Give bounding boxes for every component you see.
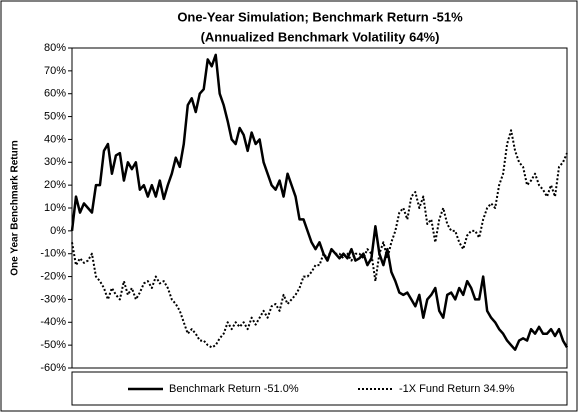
y-tick-label: 30% [44,156,66,168]
chart-title: One-Year Simulation; Benchmark Return -5… [177,9,463,24]
y-axis-label: One Year Benchmark Return [10,140,21,275]
y-tick-label: 0% [50,225,66,237]
y-tick-label: -10% [40,248,66,260]
y-tick-label: -50% [40,339,66,351]
y-tick-label: 10% [44,202,66,214]
y-tick-label: 80% [44,42,66,54]
y-tick-label: 70% [44,65,66,77]
legend-label: -1X Fund Return 34.9% [399,383,515,395]
y-tick-label: 20% [44,179,66,191]
y-tick-label: -20% [40,270,66,282]
y-tick-label: -40% [40,316,66,328]
y-tick-label: -30% [40,293,66,305]
y-tick-label: -60% [40,362,66,374]
chart-subtitle: (Annualized Benchmark Volatility 64%) [201,29,440,44]
y-tick-label: 50% [44,110,66,122]
y-tick-label: 60% [44,88,66,100]
series-line [71,129,568,349]
series-line [70,53,569,351]
y-tick-label: 40% [44,133,66,145]
legend-label: Benchmark Return -51.0% [169,383,299,395]
